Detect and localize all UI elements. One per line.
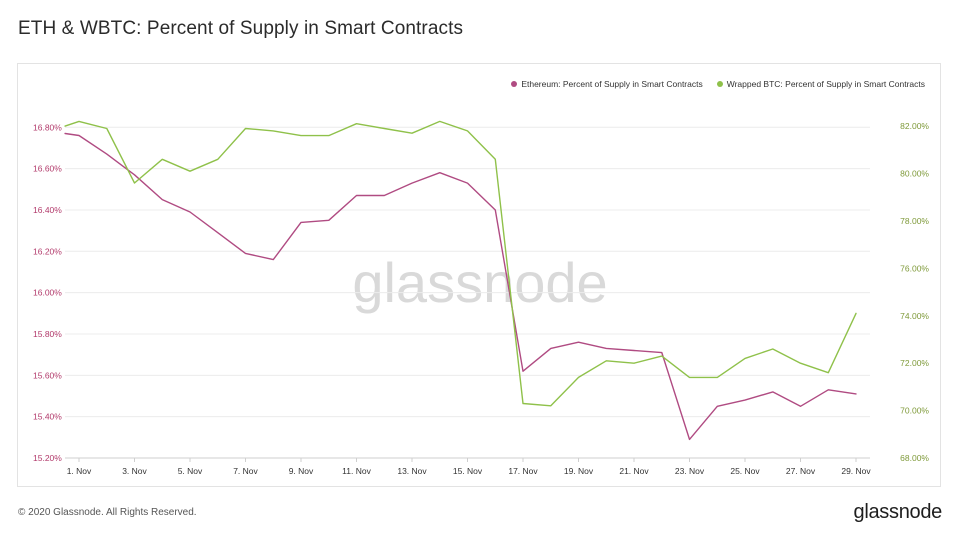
legend-item-eth[interactable]: Ethereum: Percent of Supply in Smart Con… [511,79,703,89]
x-tick-label: 13. Nov [397,466,427,476]
left-tick-label: 15.80% [33,329,62,339]
x-tick-label: 21. Nov [619,466,649,476]
watermark: glassnode [352,251,607,314]
copyright-text: © 2020 Glassnode. All Rights Reserved. [18,507,197,518]
left-tick-label: 16.00% [33,288,62,298]
legend-dot-eth [511,81,518,87]
x-tick-label: 15. Nov [453,466,483,476]
right-tick-label: 80.00% [900,169,929,179]
x-tick-label: 11. Nov [342,466,371,476]
x-tick-label: 1. Nov [67,466,92,476]
x-tick-label: 3. Nov [122,466,147,476]
legend-label-eth: Ethereum: Percent of Supply in Smart Con… [521,79,703,89]
page-title: ETH & WBTC: Percent of Supply in Smart C… [18,18,464,39]
right-tick-label: 74.00% [900,311,929,321]
right-tick-label: 78.00% [900,216,929,226]
gridlines [65,126,870,459]
right-tick-label: 76.00% [900,263,929,273]
right-tick-label: 82.00% [900,121,929,131]
line-chart[interactable]: glassnode 16.80% 16.60% 16.40% 16.20% 16.00%… [18,64,942,488]
legend-item-wbtc[interactable]: Wrapped BTC: Percent of Supply in Smart … [716,79,925,89]
x-tick-label: 19. Nov [564,466,594,476]
left-tick-label: 15.60% [33,370,62,380]
left-tick-label: 16.20% [33,246,62,256]
x-tick-label: 25. Nov [730,466,760,476]
legend-dot-wbtc [716,81,723,87]
right-tick-label: 70.00% [900,406,929,416]
x-tick-label: 7. Nov [233,466,258,476]
x-tick-label: 27. Nov [786,466,816,476]
x-axis: 1. Nov 3. Nov 5. Nov 7. Nov 9. Nov 11. Nov 13.… [65,457,871,476]
series-line-wbtc[interactable] [64,120,857,407]
left-tick-label: 16.80% [33,122,62,132]
series-lines[interactable] [64,120,857,441]
chart-panel: glassnode 16.80% 16.60% 16.40% 16.20% 16.00%… [17,63,941,487]
x-tick-label: 5. Nov [178,466,203,476]
series-line-eth[interactable] [64,132,857,441]
right-y-axis: 82.00% 80.00% 78.00% 76.00% 74.00% 72.00% 70.0… [900,121,929,463]
x-tick-label: 29. Nov [841,466,871,476]
chart-legend: Ethereum: Percent of Supply in Smart Con… [511,79,925,89]
x-tick-label: 17. Nov [508,466,538,476]
brand-logo[interactable]: glassnode [853,501,943,523]
right-tick-label: 68.00% [900,453,929,463]
legend-label-wbtc: Wrapped BTC: Percent of Supply in Smart … [726,79,925,89]
left-tick-label: 15.20% [33,453,62,463]
left-tick-label: 16.60% [33,164,62,174]
right-tick-label: 72.00% [900,358,929,368]
left-tick-label: 16.40% [33,205,62,215]
x-tick-label: 9. Nov [289,466,314,476]
left-y-axis: 16.80% 16.60% 16.40% 16.20% 16.00% 15.80% 15.6… [33,122,62,463]
x-tick-label: 23. Nov [675,466,705,476]
left-tick-label: 15.40% [33,412,62,422]
